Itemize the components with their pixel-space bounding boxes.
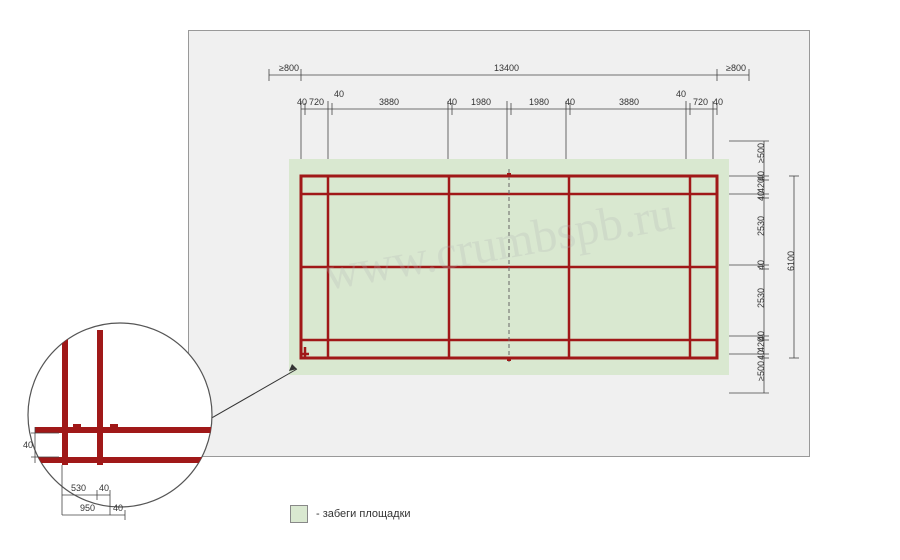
dim-r10: ≥500 — [756, 361, 766, 381]
dim-top2-11: 40 — [713, 97, 723, 107]
dim-r4: 2530 — [756, 216, 766, 236]
dim-top2-9: 40 — [676, 89, 686, 99]
court-surround — [289, 159, 729, 375]
dim-top2-0: 40 — [297, 97, 307, 107]
dim-r6: 2530 — [756, 288, 766, 308]
dim-top2-5: 1980 — [471, 97, 491, 107]
dim-r5: 40 — [756, 260, 766, 270]
dim-top2-7: 40 — [565, 97, 575, 107]
dim-r0: ≥500 — [756, 143, 766, 163]
dim-top2-2: 40 — [334, 89, 344, 99]
detail-dim-1: 530 — [71, 483, 86, 493]
legend-swatch — [290, 505, 308, 523]
dim-top1-2: ≥800 — [726, 63, 746, 73]
dim-r8: 420 — [756, 337, 766, 352]
detail-dim-4: 40 — [113, 503, 123, 513]
detail-dim-0: 40 — [23, 440, 33, 450]
dim-r3: 40 — [756, 191, 766, 201]
dim-r9: 40 — [756, 350, 766, 360]
legend-label: - забеги площадки — [316, 508, 411, 520]
dim-r2: 420 — [756, 178, 766, 193]
dim-top2-3: 3880 — [379, 97, 399, 107]
dim-top2-4: 40 — [447, 97, 457, 107]
dim-top2-10: 720 — [693, 97, 708, 107]
dim-right-overall: 6100 — [786, 251, 796, 271]
detail-dim-2: 40 — [99, 483, 109, 493]
dim-top2-6: 1980 — [529, 97, 549, 107]
dim-top2-1: 720 — [309, 97, 324, 107]
court-svg — [289, 159, 729, 375]
drawing-frame: www.crumbspb.ru ≥800 13400 ≥800 — [188, 30, 810, 457]
detail-view: 40 530 40 950 40 — [15, 320, 245, 550]
dim-top1-0: ≥800 — [279, 63, 299, 73]
legend: - забеги площадки — [290, 505, 411, 523]
dim-top1-1: 13400 — [494, 63, 519, 73]
dim-top2-8: 3880 — [619, 97, 639, 107]
detail-dim-3: 950 — [80, 503, 95, 513]
